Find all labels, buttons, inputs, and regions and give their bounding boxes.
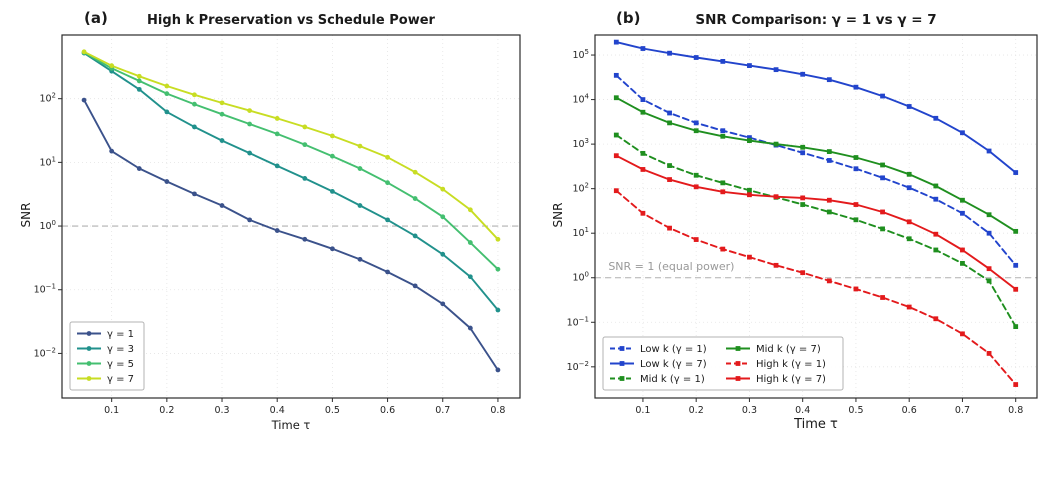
panel-a-legend-label: γ = 3	[107, 344, 134, 355]
panel-b-y-tick-label: 101	[572, 226, 589, 239]
panel-a-x-tick-label: 0.2	[159, 405, 174, 416]
panel-a-x-tick-label: 0.8	[490, 405, 505, 416]
panel-a-x-tick-label: 0.7	[435, 405, 450, 416]
panel-b-x-tick-label: 0.1	[635, 405, 650, 416]
panel-b-y-tick-label: 100	[572, 271, 589, 284]
panel-b-series-mid-k-7	[613, 95, 1019, 234]
panel-b-frame	[594, 34, 1038, 399]
panel-b-x-tick-label: 0.7	[955, 405, 970, 416]
panel-a-series-5	[81, 50, 501, 272]
panel-b-series-low-k-7	[613, 39, 1019, 175]
panel-b-plot-area: 0.1 0.2 0.3 0.4 0.5 0.6 0.7 0.8 10−2 10−1 100 101 10…	[567, 34, 1038, 416]
panel-a-grid	[62, 35, 520, 398]
panel-b-label: (b)	[616, 9, 641, 27]
panel-a-series-1	[81, 97, 501, 373]
panel-a-title: High k Preservation vs Schedule Power	[147, 13, 435, 28]
panel-a-legend-label: γ = 5	[107, 359, 134, 370]
panel-a-x-tick-label: 0.3	[214, 405, 229, 416]
panel-b-annotation: SNR = 1 (equal power)	[608, 260, 734, 273]
panel-b-legend-label: Low k (γ = 7)	[640, 359, 707, 370]
panel-b-y-tick-label: 105	[572, 48, 589, 61]
panel-a-x-tick-label: 0.6	[380, 405, 395, 416]
panel-a-x-tick-label: 0.5	[325, 405, 340, 416]
panel-b-legend: Low k (γ = 1) Low k (γ = 7) Mid k (γ = 1) M…	[602, 336, 844, 391]
panel-b-y-tick-label: 10−2	[567, 360, 589, 373]
panel-a-series-3	[81, 50, 501, 313]
panel-a-y-tick-label: 100	[39, 219, 56, 232]
panel-a-frame	[61, 34, 521, 399]
panel-a-y-tick-label: 102	[39, 92, 56, 105]
panel-a-legend: γ = 1 γ = 3 γ = 5 γ = 7	[69, 321, 145, 391]
panel-a-y-tick-label: 10−1	[34, 283, 56, 296]
panel-b-x-tick-label: 0.4	[795, 405, 810, 416]
panel-b-series-mid-k-1	[613, 132, 1019, 329]
panel-a-y-tick-label: 101	[39, 155, 56, 168]
panel-b-grid	[595, 35, 1037, 398]
panel-a-legend-label: γ = 7	[107, 374, 134, 385]
panel-b-x-tick-label: 0.8	[1008, 405, 1023, 416]
panel-b-y-tick-label: 103	[572, 137, 589, 150]
panel-a-series-7	[81, 49, 501, 242]
panel-a-x-axis-label: Time τ	[271, 418, 311, 432]
panel-b-legend-label: High k (γ = 1)	[756, 359, 826, 370]
panel-a-plot-area: 0.1 0.2 0.3 0.4 0.5 0.6 0.7 0.8 10−2 10−1 100 101 10…	[34, 34, 521, 416]
panel-a-y-axis-label: SNR	[19, 202, 33, 228]
panel-b-y-axis-label: SNR	[551, 202, 565, 228]
panel-b-x-tick-label: 0.5	[848, 405, 863, 416]
panel-b-series-low-k-1	[613, 72, 1019, 268]
panel-b-legend-label: Mid k (γ = 1)	[640, 374, 705, 385]
panel-b-title: SNR Comparison: γ = 1 vs γ = 7	[695, 12, 937, 28]
panel-b-legend-label: High k (γ = 7)	[756, 374, 826, 385]
panel-b-y-tick-label: 104	[572, 93, 589, 106]
panel-a-legend-label: γ = 1	[107, 329, 134, 340]
panel-a-y-tick-label: 10−2	[34, 346, 56, 359]
panel-a-x-tick-label: 0.4	[270, 405, 285, 416]
panel-b-x-tick-label: 0.6	[902, 405, 917, 416]
panel-b-x-axis-label: Time τ	[794, 417, 838, 432]
panel-a-label: (a)	[84, 9, 108, 27]
panel-b-series-high-k-7	[613, 153, 1019, 292]
panel-b-x-tick-label: 0.3	[742, 405, 757, 416]
panel-b-y-tick-label: 102	[572, 182, 589, 195]
panel-b-legend-label: Low k (γ = 1)	[640, 344, 707, 355]
panel-b-series-high-k-1	[613, 188, 1019, 387]
panel-a-x-tick-label: 0.1	[104, 405, 119, 416]
panel-b-legend-label: Mid k (γ = 7)	[756, 344, 821, 355]
panel-b-y-tick-label: 10−1	[567, 315, 589, 328]
panel-b-x-tick-label: 0.2	[689, 405, 704, 416]
